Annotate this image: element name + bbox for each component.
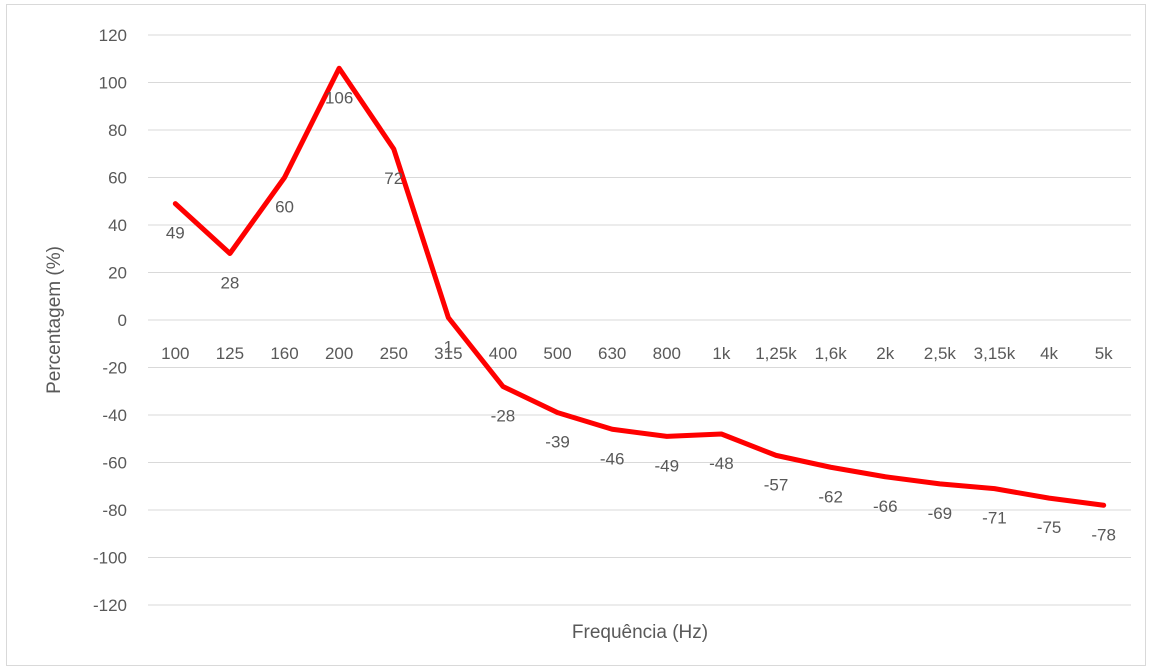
data-label: -71 [982,509,1007,528]
y-tick-label: 40 [108,216,127,235]
data-label: 106 [325,88,353,107]
chart-frame: 120 100 80 60 40 20 0 -20 -40 -60 -80 -100 -120 100 1… [6,4,1146,666]
x-tick-label: 2k [876,344,894,363]
x-axis-ticks: 100 125 160 200 250 315 400 500 630 800 1k 1,25k 1,6… [161,344,1113,363]
y-tick-label: 20 [108,264,127,283]
data-label: 72 [384,169,403,188]
y-tick-label: -40 [102,406,127,425]
data-label: 28 [220,274,239,293]
x-tick-label: 800 [653,344,681,363]
y-tick-label: -60 [102,454,127,473]
x-tick-label: 1,25k [755,344,797,363]
x-tick-label: 125 [216,344,244,363]
y-tick-label: 80 [108,121,127,140]
data-label: -57 [764,475,789,494]
x-tick-label: 3,15k [974,344,1016,363]
data-label: -28 [491,407,516,426]
data-labels: 49 28 60 106 72 1 -28 -39 -46 -49 -48 -57 -62 -66 -69 -… [166,88,1116,544]
x-tick-label: 100 [161,344,189,363]
y-tick-label: 100 [99,74,127,93]
data-label: 1 [444,338,453,357]
x-tick-label: 160 [270,344,298,363]
data-label: -78 [1091,525,1116,544]
x-tick-label: 250 [380,344,408,363]
y-tick-label: -100 [93,549,127,568]
y-axis-title: Percentagem (%) [44,246,65,394]
y-tick-label: -80 [102,501,127,520]
y-tick-label: 60 [108,169,127,188]
y-tick-label: -120 [93,596,127,615]
data-label: -39 [545,433,570,452]
data-label: -66 [873,497,898,516]
y-tick-label: 0 [118,311,127,330]
x-tick-label: 500 [543,344,571,363]
x-axis-title: Frequência (Hz) [572,622,708,643]
data-label: -49 [655,456,680,475]
gridlines [148,34,1131,606]
data-label: -48 [709,454,734,473]
x-tick-label: 5k [1095,344,1113,363]
y-tick-label: 120 [99,26,127,45]
data-label: -75 [1037,518,1062,537]
series-line-path [172,65,1107,508]
x-tick-label: 315 [434,344,462,363]
x-tick-label: 200 [325,344,353,363]
data-label: -69 [928,504,953,523]
data-label: -62 [818,487,843,506]
x-tick-label: 1,6k [815,344,848,363]
data-label: 49 [166,224,185,243]
y-tick-label: -20 [102,359,127,378]
y-axis-ticks: 120 100 80 60 40 20 0 -20 -40 -60 -80 -100 -120 [93,26,127,615]
x-tick-label: 630 [598,344,626,363]
data-label: 60 [275,198,294,217]
data-label: -46 [600,449,625,468]
x-tick-label: 2,5k [924,344,957,363]
series-line [172,65,1107,508]
x-tick-label: 4k [1040,344,1058,363]
x-tick-label: 1k [712,344,730,363]
x-tick-label: 400 [489,344,517,363]
